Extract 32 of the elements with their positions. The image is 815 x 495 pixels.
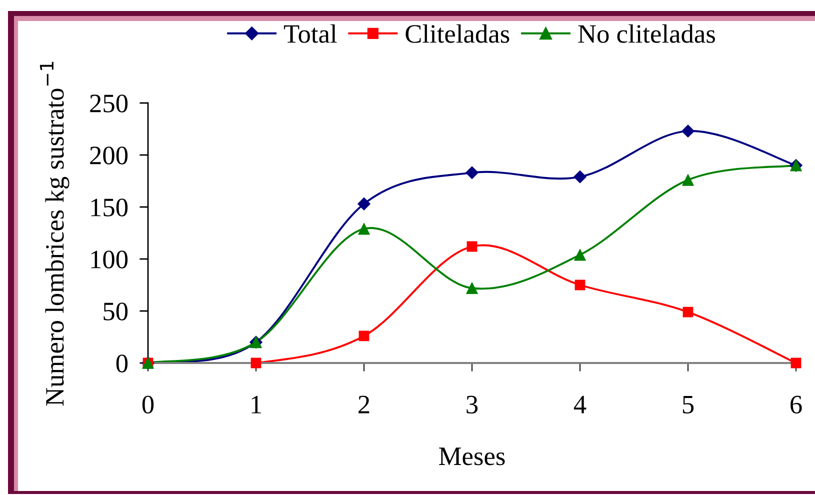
legend-label: Total bbox=[284, 24, 337, 43]
y-tick-label: 100 bbox=[91, 250, 128, 268]
y-tick-label: 250 bbox=[90, 94, 128, 112]
x-tick-label: 3 bbox=[466, 396, 478, 414]
point bbox=[358, 330, 370, 342]
y-tick-label: 150 bbox=[91, 198, 128, 216]
x-tick-label: 6 bbox=[790, 396, 802, 414]
point bbox=[466, 241, 478, 252]
point bbox=[358, 197, 370, 210]
point bbox=[466, 166, 478, 180]
x-tick-label: 0 bbox=[142, 396, 154, 414]
point bbox=[574, 248, 586, 261]
x-tick-label: 1 bbox=[252, 396, 262, 414]
x-tick-label: 4 bbox=[574, 396, 586, 414]
y-axis-title: Numero lombrices kg sustrato$^{−1}$ bbox=[40, 62, 70, 406]
point bbox=[250, 358, 262, 368]
legend-label: Cliteladas bbox=[406, 24, 510, 43]
point bbox=[466, 282, 478, 294]
y-tick-label: 50 bbox=[104, 302, 128, 320]
x-tick-label: 2 bbox=[358, 396, 370, 414]
x-axis-title: Meses bbox=[439, 448, 505, 466]
point bbox=[682, 174, 694, 186]
y-tick-label: 200 bbox=[90, 146, 128, 164]
legend-label: No cliteladas bbox=[578, 24, 715, 43]
point bbox=[574, 280, 586, 290]
x-tick-label: 5 bbox=[682, 396, 694, 414]
y-tick-label: 0 bbox=[116, 354, 128, 372]
point bbox=[574, 170, 586, 184]
point bbox=[682, 124, 694, 138]
point bbox=[790, 358, 802, 368]
point bbox=[682, 306, 694, 318]
point bbox=[358, 222, 370, 235]
